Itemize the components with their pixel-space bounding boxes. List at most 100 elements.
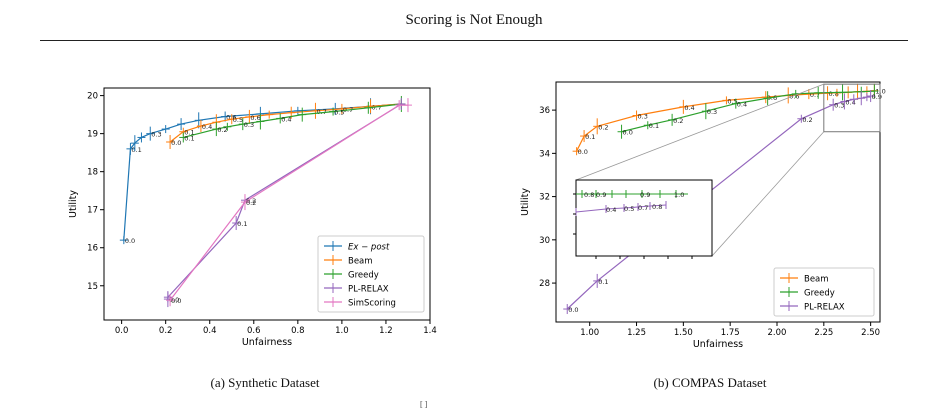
point-label: 0.2 <box>802 116 812 124</box>
zoom-connector <box>575 83 824 181</box>
x-tick-label: 1.50 <box>674 328 693 338</box>
point-label: 0.0 <box>568 306 578 314</box>
y-tick-label: 20 <box>87 92 98 102</box>
legend-label: Greedy <box>804 289 835 299</box>
inset-group: 0.8 0.9 0.9 1.00.4 0.5 0.7 0.8 <box>573 83 881 259</box>
point-label: 0.4 <box>845 98 855 106</box>
point-label: 0.0 <box>578 148 588 156</box>
point-label: 0.2 <box>246 199 256 207</box>
x-tick-label: 0.2 <box>159 326 173 336</box>
zoom-region <box>823 83 881 133</box>
series-line <box>576 90 875 152</box>
point-label: 0.0 <box>125 237 135 245</box>
x-tick-label: 2.25 <box>814 328 833 338</box>
point-label: 0.4 <box>684 104 694 112</box>
x-tick-label: 0.8 <box>291 326 305 336</box>
x-tick-label: 1.4 <box>423 326 437 336</box>
legend-box <box>773 267 875 317</box>
point-label: 0.6 <box>250 114 260 122</box>
y-tick-label: 28 <box>539 279 550 289</box>
synthetic-chart: 0.00.10.30.60.70.00.10.40.50.60.70.70.10… <box>68 87 437 348</box>
point-label: 0.0 <box>623 129 633 137</box>
caption-compas: (b) COMPAS Dataset <box>653 375 767 390</box>
x-tick-label: 2.00 <box>768 328 787 338</box>
point-label: 0.2 <box>246 197 256 205</box>
y-tick-label: 16 <box>87 244 98 254</box>
legend-label: PL-RELAX <box>804 303 845 313</box>
point-label: 0.9 <box>872 93 882 101</box>
inset-point-label: 1.0 <box>674 191 684 199</box>
point-label: 0.3 <box>244 121 254 129</box>
x-tick-label: 0.0 <box>115 326 129 336</box>
legend-box <box>317 235 425 313</box>
inset-series-line <box>575 204 667 213</box>
legend-label: SimScoring <box>348 299 396 309</box>
point-label: 0.4 <box>281 115 291 123</box>
point-label: 0.4 <box>737 101 747 109</box>
point-label: 0.3 <box>834 102 844 110</box>
axes-frame <box>555 81 881 323</box>
y-tick-label: 17 <box>87 206 98 216</box>
point-label: 0.1 <box>585 133 595 141</box>
y-axis-label: Utility <box>520 188 531 216</box>
legend: Ex − post Beam Greedy PL-RELAX SimScoring <box>317 235 425 313</box>
point-label: 0.1 <box>184 129 194 137</box>
compas-chart: 0.00.10.20.30.40.5 0.6 0.6 0.7 0.8 1.00.00.10… <box>520 81 886 350</box>
point-label: 0.1 <box>131 146 141 154</box>
legend: Beam Greedy PL-RELAX <box>773 267 875 317</box>
point-label: 0.5 <box>233 116 243 124</box>
inset-point-label: 0.9 <box>596 191 606 199</box>
y-tick-label: 36 <box>539 106 550 116</box>
footer-fragment: [ ] <box>420 400 428 408</box>
axes-frame <box>103 87 431 321</box>
x-tick-label: 2.50 <box>861 328 880 338</box>
legend-label: PL-RELAX <box>348 285 389 295</box>
point-label: 0.3 <box>707 108 717 116</box>
inset-point-label: 0.4 <box>606 206 616 214</box>
inset-point-label: 0.5 <box>624 205 634 213</box>
series-line <box>169 104 408 301</box>
point-label: 0.2 <box>673 117 683 125</box>
inset-point-label: 0.8 <box>652 203 662 211</box>
x-tick-label: 1.0 <box>335 326 349 336</box>
point-label: 0.0 <box>171 297 181 305</box>
point-label: 0.7 <box>810 91 820 99</box>
point-label: 0.3 <box>151 131 161 139</box>
x-tick-label: 0.6 <box>247 326 261 336</box>
y-tick-label: 34 <box>539 149 550 159</box>
page-title: Scoring is Not Enough <box>405 12 543 28</box>
x-tick-label: 1.75 <box>721 328 740 338</box>
point-label: 0.1 <box>184 134 194 142</box>
y-tick-label: 15 <box>87 282 98 292</box>
point-label: 1.0 <box>875 88 885 96</box>
series-line <box>183 103 402 138</box>
inset-point-label: 0.7 <box>638 204 648 212</box>
legend-label: Greedy <box>348 271 379 281</box>
point-label: 0.3 <box>638 113 648 121</box>
x-tick-label: 1.2 <box>379 326 393 336</box>
x-axis-label: Unfairness <box>242 337 292 348</box>
point-label: 0.5 <box>727 97 737 105</box>
inset-point-label: 0.9 <box>640 191 650 199</box>
point-label: 0.5 <box>334 109 344 117</box>
plot-area: 0.00.10.30.60.70.00.10.40.50.60.70.70.10… <box>68 87 437 348</box>
legend-label: Beam <box>804 275 829 285</box>
y-tick-label: 19 <box>87 130 98 140</box>
legend-label: Ex − post <box>348 243 390 253</box>
series-line <box>123 103 402 241</box>
zoom-connector <box>711 131 825 257</box>
point-label: 0.6 <box>789 92 799 100</box>
point-label: 0.0 <box>171 139 181 147</box>
point-label: 0.1 <box>649 122 659 130</box>
y-tick-label: 30 <box>539 236 550 246</box>
inset-point-label: 0.8 <box>584 191 594 199</box>
point-label: 0.1 <box>237 220 247 228</box>
x-tick-label: 0.4 <box>203 326 217 336</box>
header-divider <box>40 40 908 41</box>
x-axis-label: Unfairness <box>693 339 743 350</box>
point-label: 0.2 <box>598 123 608 131</box>
y-axis-label: Utility <box>68 190 79 218</box>
caption-synthetic: (a) Synthetic Dataset <box>210 375 320 390</box>
legend-label: Beam <box>348 257 373 267</box>
point-label: 0.2 <box>217 126 227 134</box>
